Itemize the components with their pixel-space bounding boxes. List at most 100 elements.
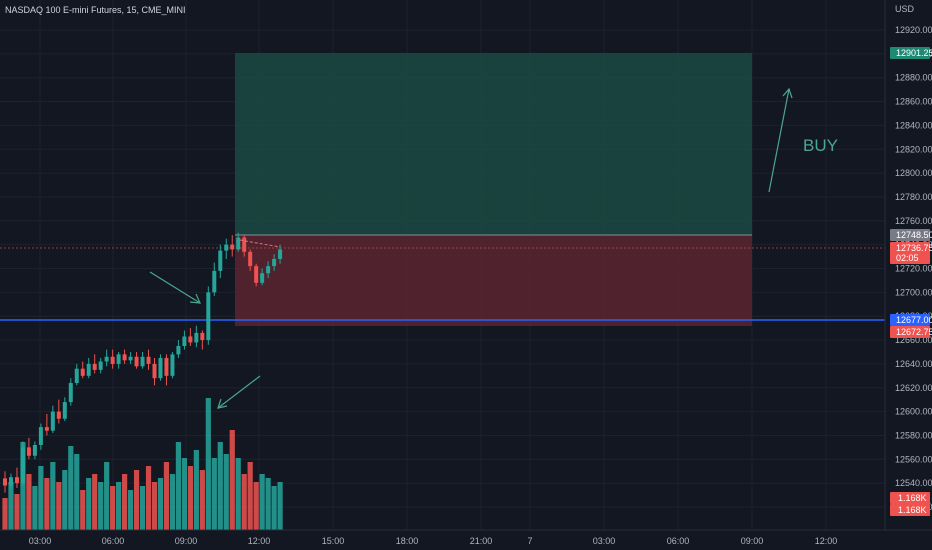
candle-body — [92, 363, 97, 370]
price-tick-label: 12880.00 — [895, 73, 932, 83]
volume-bar — [187, 466, 193, 530]
candle-body — [176, 346, 181, 355]
arrow-annotation-buy[interactable] — [768, 87, 793, 193]
time-tick-label: 06:00 — [102, 536, 125, 546]
bar-countdown: 02:05 — [896, 253, 919, 263]
price-tag-entry: 12748.50 — [890, 229, 932, 241]
volume-bar — [193, 450, 199, 530]
volume-bar — [56, 482, 62, 530]
price-axis-unit: USD — [895, 4, 915, 14]
volume-bar — [181, 458, 187, 530]
price-axis-background — [885, 0, 932, 530]
time-tick-label: 12:00 — [815, 536, 838, 546]
volume-bar — [229, 430, 235, 530]
volume-tag-2: 1.168K — [890, 504, 930, 516]
price-tag-last: 12736.75 02:05 — [890, 242, 932, 264]
price-tick-label: 12920.00 — [895, 25, 932, 35]
candle-body — [50, 411, 55, 431]
volume-bar — [8, 482, 14, 530]
volume-bar — [26, 474, 32, 530]
candle-body — [248, 251, 253, 267]
chart-title: NASDAQ 100 E-mini Futures, 15, CME_MINI — [5, 5, 186, 15]
price-tick-label: 12700.00 — [895, 287, 932, 297]
price-axis[interactable]: USD 12920.0012900.0012880.0012860.001284… — [884, 0, 932, 530]
price-tick-label: 12620.00 — [895, 383, 932, 393]
candle-body — [164, 357, 169, 376]
candle-body — [20, 447, 25, 484]
time-axis[interactable]: 03:00 06:00 09:00 12:00 15:00 18:00 21:00 7 03:0… — [0, 529, 932, 546]
candle-body — [110, 356, 115, 364]
volume-bar — [211, 458, 217, 530]
volume-bar — [74, 454, 80, 530]
volume-bar — [169, 474, 176, 530]
candle-body — [122, 354, 127, 361]
volume-bar — [80, 490, 86, 530]
candle-body — [266, 266, 271, 274]
svg-text:12736.75: 12736.75 — [896, 243, 932, 253]
arrow-annotation-2[interactable] — [217, 375, 261, 409]
time-tick-label: 7 — [527, 536, 532, 546]
volume-bar — [259, 474, 265, 530]
candle-body — [152, 363, 157, 379]
volume-bar — [38, 466, 44, 530]
price-tick-label: 12820.00 — [895, 144, 932, 154]
candle-body — [188, 336, 193, 343]
candle-body — [38, 427, 43, 445]
volume-bar — [86, 478, 92, 530]
candle-body — [224, 244, 229, 251]
volume-bar — [104, 462, 110, 530]
candle-body — [158, 357, 163, 379]
price-tick-label: 12860.00 — [895, 97, 932, 107]
profit-zone[interactable] — [235, 53, 752, 235]
candle-body — [170, 354, 175, 376]
price-tick-label: 12660.00 — [895, 335, 932, 345]
time-tick-label: 21:00 — [470, 536, 493, 546]
price-tick-label: 12640.00 — [895, 359, 932, 369]
candle-body — [86, 363, 91, 376]
candle-body — [26, 447, 31, 456]
candle-body — [242, 237, 247, 252]
candle-body — [128, 356, 133, 361]
loss-zone[interactable] — [235, 235, 752, 326]
time-tick-label: 03:00 — [593, 536, 616, 546]
volume-bar — [247, 462, 253, 530]
price-tick-label: 12600.00 — [895, 407, 932, 417]
candle-body — [140, 356, 145, 367]
volume-bar — [205, 398, 211, 530]
candle-body — [68, 382, 73, 403]
volume-bar — [92, 474, 98, 530]
volume-bar — [151, 482, 158, 530]
candle-body — [104, 356, 109, 362]
time-tick-label: 03:00 — [29, 536, 52, 546]
time-tick-label: 15:00 — [322, 536, 345, 546]
price-tick-label: 12780.00 — [895, 192, 932, 202]
candle-body — [98, 361, 103, 370]
volume-bar — [139, 486, 146, 530]
candle-body — [182, 336, 187, 347]
time-tick-label: 06:00 — [667, 536, 690, 546]
price-tick-label: 12760.00 — [895, 216, 932, 226]
arrow-annotation-1[interactable] — [149, 271, 201, 304]
volume-bar — [271, 486, 277, 530]
candle-body — [44, 427, 49, 431]
volume-bar — [277, 482, 283, 530]
volume-bar — [50, 462, 56, 530]
svg-text:12677.00: 12677.00 — [896, 315, 932, 325]
price-tag-blue-line: 12677.00 — [890, 314, 932, 326]
volume-bar — [175, 442, 182, 530]
price-tag-stop: 12672.75 — [890, 326, 932, 338]
volume-bars — [2, 398, 283, 530]
price-tick-label: 12840.00 — [895, 120, 932, 130]
price-tick-label: 12580.00 — [895, 430, 932, 440]
candle-body — [14, 477, 19, 484]
candle-body — [278, 249, 283, 259]
volume-bar — [44, 478, 50, 530]
svg-text:12901.25: 12901.25 — [896, 48, 932, 58]
price-tick-label: 12720.00 — [895, 264, 932, 274]
volume-bar — [133, 470, 140, 530]
candle-body — [56, 411, 61, 419]
volume-bar — [235, 458, 241, 530]
price-tag-target: 12901.25 — [890, 47, 932, 59]
svg-text:12748.50: 12748.50 — [896, 230, 932, 240]
